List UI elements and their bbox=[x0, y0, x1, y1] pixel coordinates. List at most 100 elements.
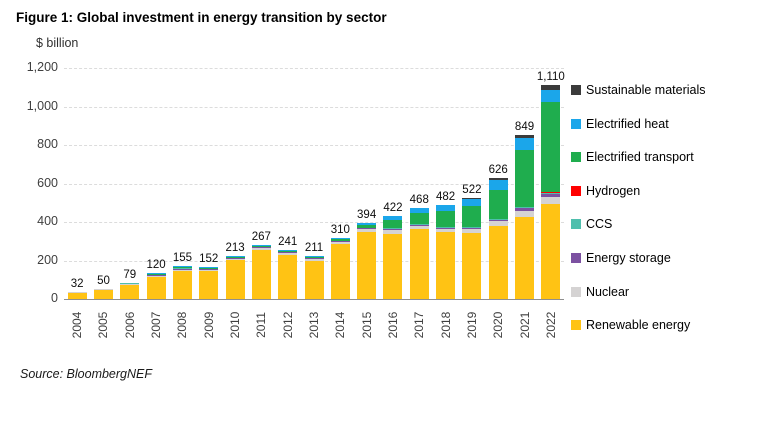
segment-electrified-transport bbox=[225, 256, 245, 258]
x-axis-label: 2012 bbox=[280, 311, 295, 339]
source-note: Source: BloombergNEF bbox=[20, 367, 153, 381]
segment-nuclear bbox=[462, 228, 482, 233]
legend-swatch-icon bbox=[571, 320, 581, 331]
segment-electrified-heat bbox=[357, 222, 377, 225]
segment-renewable-energy bbox=[199, 271, 219, 299]
segment-nuclear bbox=[436, 228, 456, 233]
legend-item: Electrified heat bbox=[571, 117, 669, 131]
legend-label: Nuclear bbox=[586, 284, 630, 299]
y-tick-label: 600 bbox=[37, 175, 58, 190]
segment-energy-storage bbox=[172, 268, 192, 270]
segment-energy-storage bbox=[330, 240, 350, 242]
segment-electrified-heat bbox=[199, 267, 219, 269]
segment-renewable-energy bbox=[330, 243, 350, 299]
legend-label: Renewable energy bbox=[586, 318, 691, 333]
bar-value-label: 79 bbox=[123, 269, 137, 282]
segment-ccs bbox=[462, 226, 482, 228]
gridline bbox=[64, 183, 564, 185]
gridline bbox=[64, 68, 564, 69]
x-axis-label: 2006 bbox=[122, 311, 137, 339]
segment-renewable-energy bbox=[93, 289, 113, 299]
segment-energy-storage bbox=[515, 208, 535, 211]
segment-electrified-heat bbox=[278, 250, 298, 252]
x-axis-label: 2005 bbox=[96, 311, 111, 339]
figure-title: Figure 1: Global investment in energy tr… bbox=[16, 10, 387, 25]
legend-item: Energy storage bbox=[571, 251, 671, 265]
segment-energy-storage bbox=[304, 258, 324, 260]
segment-electrified-heat bbox=[488, 179, 508, 190]
x-axis-label: 2020 bbox=[491, 311, 506, 339]
segment-electrified-transport bbox=[462, 206, 482, 227]
legend-swatch-icon bbox=[571, 253, 581, 263]
segment-renewable-energy bbox=[436, 232, 456, 299]
bar-value-label: 849 bbox=[514, 120, 535, 133]
y-tick-label: 1,000 bbox=[26, 98, 58, 113]
segment-electrified-transport bbox=[488, 189, 508, 219]
segment-electrified-heat bbox=[330, 238, 350, 240]
segment-electrified-transport bbox=[515, 149, 535, 208]
segment-energy-storage bbox=[357, 228, 377, 230]
bar-value-label: 468 bbox=[409, 193, 429, 206]
y-tick-label: 800 bbox=[37, 137, 58, 151]
segment-renewable-energy bbox=[488, 225, 508, 299]
segment-sustainable-materials bbox=[515, 134, 535, 139]
segment-ccs bbox=[488, 218, 508, 220]
segment-nuclear bbox=[304, 259, 324, 262]
y-tick-label: 1,200 bbox=[26, 60, 58, 74]
x-axis-label: 2017 bbox=[412, 311, 427, 339]
segment-energy-storage bbox=[409, 224, 429, 226]
segment-electrified-transport bbox=[383, 220, 403, 228]
bar-value-label: 422 bbox=[383, 202, 403, 215]
bar-value-label: 155 bbox=[172, 252, 192, 265]
gridline bbox=[64, 106, 564, 108]
segment-electrified-heat bbox=[225, 255, 245, 257]
legend-item: Electrified transport bbox=[571, 150, 694, 164]
segment-nuclear bbox=[93, 288, 113, 290]
segment-electrified-heat bbox=[409, 207, 429, 213]
segment-electrified-transport bbox=[304, 257, 324, 259]
segment-electrified-heat bbox=[172, 266, 192, 268]
bar-value-label: 241 bbox=[278, 236, 298, 249]
bar-value-label: 394 bbox=[357, 208, 377, 221]
segment-sustainable-materials bbox=[541, 84, 561, 90]
x-axis-label: 2007 bbox=[149, 311, 164, 339]
gridline bbox=[64, 222, 564, 223]
segment-nuclear bbox=[199, 270, 219, 272]
segment-energy-storage bbox=[488, 219, 508, 222]
y-tick-label: 400 bbox=[37, 214, 58, 228]
segment-electrified-transport bbox=[278, 251, 298, 253]
legend-swatch-icon bbox=[571, 286, 581, 297]
segment-energy-storage bbox=[278, 252, 298, 254]
segment-sustainable-materials bbox=[462, 197, 482, 199]
x-axis-label: 2018 bbox=[438, 311, 453, 339]
segment-nuclear bbox=[330, 241, 350, 244]
segment-nuclear bbox=[251, 248, 271, 250]
legend-item: Nuclear bbox=[571, 285, 629, 299]
segment-ccs bbox=[409, 223, 429, 225]
plot-area: 32 50 79 120 155 152 213 267 241 211 310 394 422 468 4… bbox=[64, 68, 565, 300]
segment-nuclear bbox=[541, 196, 561, 204]
segment-renewable-energy bbox=[225, 259, 245, 299]
segment-ccs bbox=[436, 226, 456, 228]
segment-renewable-energy bbox=[515, 216, 535, 299]
legend-item: Hydrogen bbox=[571, 184, 640, 198]
segment-electrified-transport bbox=[199, 268, 219, 270]
legend-label: Sustainable materials bbox=[586, 83, 706, 97]
segment-renewable-energy bbox=[383, 233, 403, 299]
segment-electrified-transport bbox=[541, 101, 561, 192]
segment-electrified-transport bbox=[172, 267, 192, 269]
y-tick-label: 0 bbox=[51, 291, 58, 305]
segment-energy-storage bbox=[146, 275, 166, 277]
segment-nuclear bbox=[515, 210, 535, 217]
legend-label: Electrified heat bbox=[586, 116, 669, 131]
bar-value-label: 522 bbox=[462, 183, 482, 196]
bar-value-label: 152 bbox=[199, 253, 219, 266]
y-axis-unit-label: $ billion bbox=[36, 36, 79, 50]
segment-electrified-heat bbox=[462, 198, 482, 207]
segment-nuclear bbox=[67, 292, 87, 294]
segment-renewable-energy bbox=[462, 232, 482, 299]
x-axis-label: 2021 bbox=[517, 311, 532, 339]
segment-ccs bbox=[383, 227, 403, 229]
legend-label: Energy storage bbox=[586, 251, 671, 265]
x-axis-label: 2016 bbox=[385, 311, 400, 339]
